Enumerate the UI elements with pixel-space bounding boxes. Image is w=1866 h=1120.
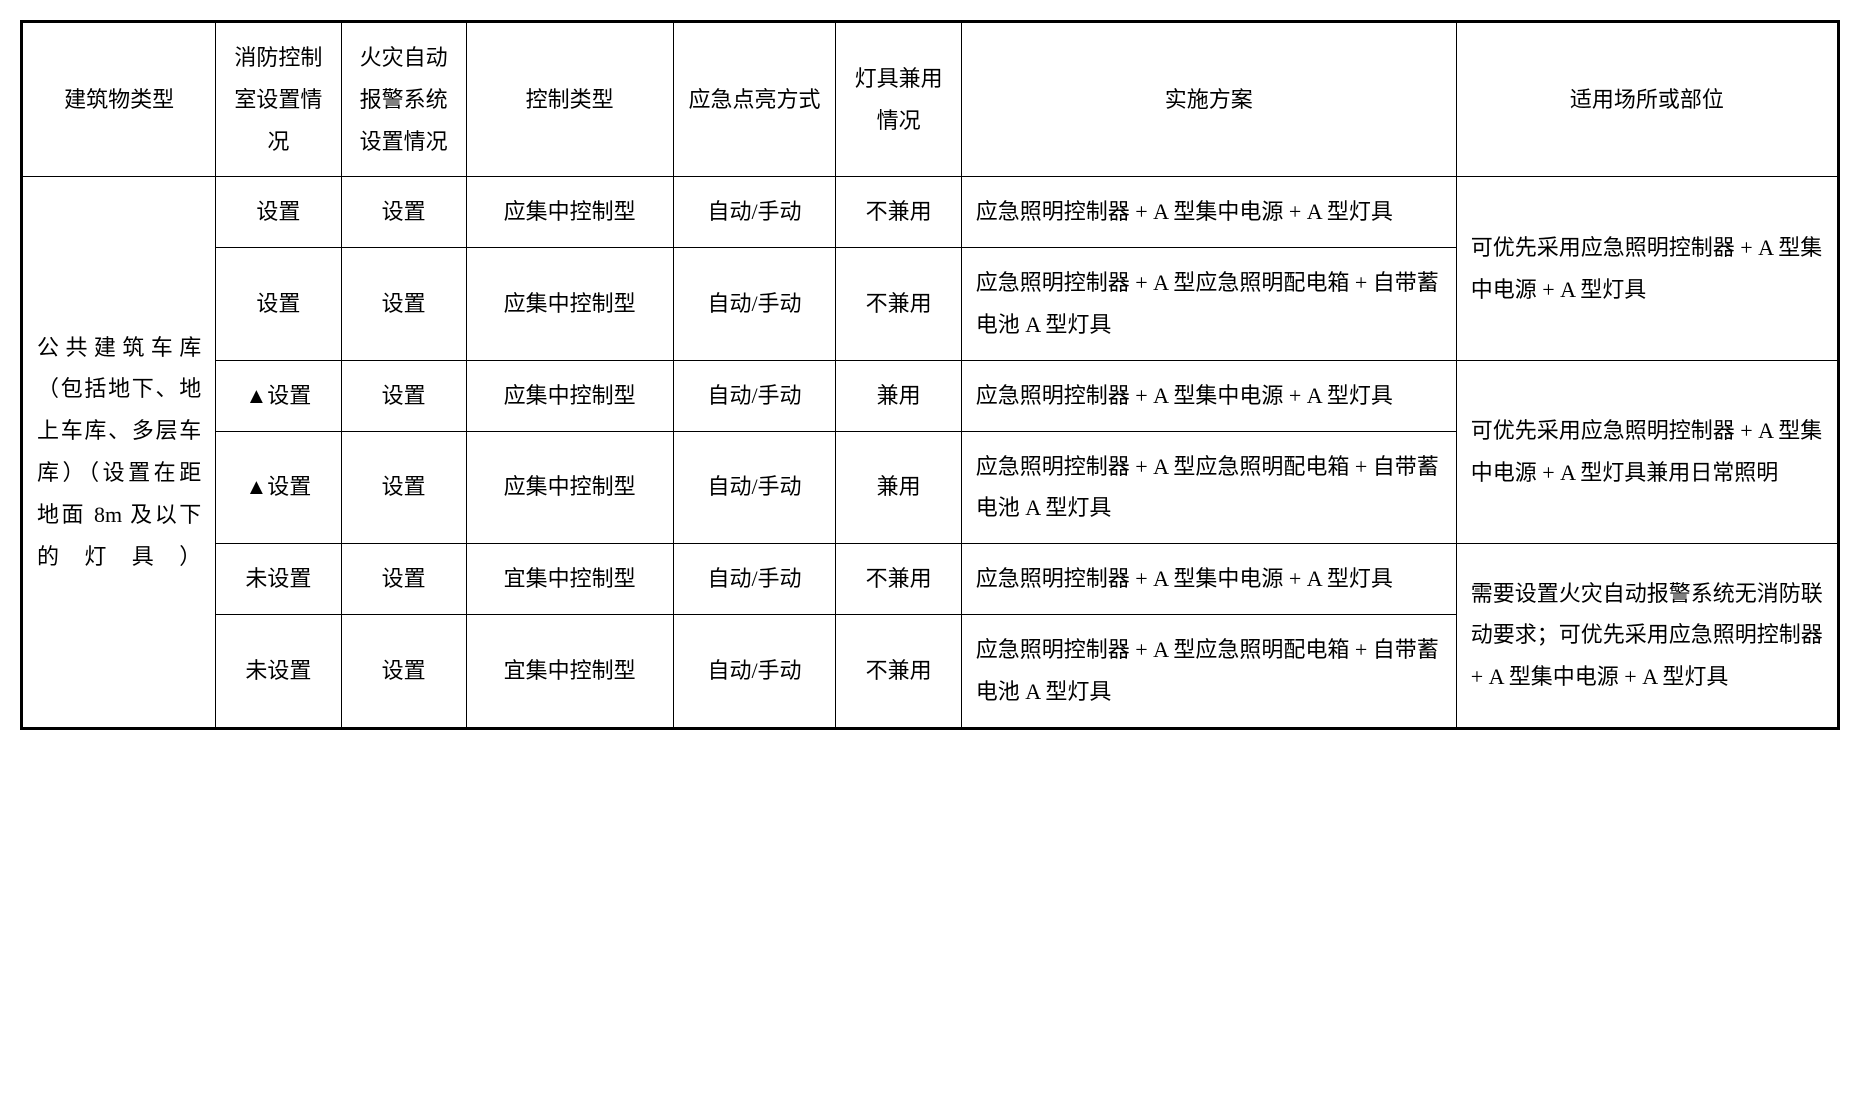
cell-control-type: 应集中控制型 (466, 360, 673, 431)
cell-alarm-system: 设置 (341, 360, 466, 431)
col-header-control-type: 控制类型 (466, 22, 673, 177)
cell-light-mode: 自动/手动 (673, 177, 836, 248)
cell-control-room: 设置 (216, 248, 341, 361)
col-header-scheme: 实施方案 (961, 22, 1456, 177)
cell-control-room: 未设置 (216, 544, 341, 615)
cell-scheme: 应急照明控制器 + A 型应急照明配电箱 + 自带蓄电池 A 型灯具 (961, 431, 1456, 544)
cell-control-type: 应集中控制型 (466, 248, 673, 361)
cell-control-room: ▲设置 (216, 431, 341, 544)
col-header-light-mode: 应急点亮方式 (673, 22, 836, 177)
cell-scope: 需要设置火灾自动报警系统无消防联动要求；可优先采用应急照明控制器 + A 型集中… (1456, 544, 1838, 728)
cell-light-mode: 自动/手动 (673, 544, 836, 615)
cell-control-room: 设置 (216, 177, 341, 248)
cell-control-room: 未设置 (216, 614, 341, 728)
table-header-row: 建筑物类型 消防控制室设置情况 火灾自动报警系统设置情况 控制类型 应急点亮方式… (22, 22, 1839, 177)
cell-light-mode: 自动/手动 (673, 248, 836, 361)
cell-alarm-system: 设置 (341, 431, 466, 544)
cell-scope: 可优先采用应急照明控制器 + A 型集中电源 + A 型灯具兼用日常照明 (1456, 360, 1838, 543)
cell-compat: 不兼用 (836, 177, 961, 248)
cell-compat: 兼用 (836, 360, 961, 431)
cell-alarm-system: 设置 (341, 177, 466, 248)
col-header-alarm-system: 火灾自动报警系统设置情况 (341, 22, 466, 177)
cell-scheme: 应急照明控制器 + A 型集中电源 + A 型灯具 (961, 544, 1456, 615)
table-row: 公共建筑车库（包括地下、地上车库、多层车库）（设置在距地面 8m 及以下的灯具）… (22, 177, 1839, 248)
cell-light-mode: 自动/手动 (673, 431, 836, 544)
cell-control-room: ▲设置 (216, 360, 341, 431)
cell-alarm-system: 设置 (341, 248, 466, 361)
cell-scheme: 应急照明控制器 + A 型集中电源 + A 型灯具 (961, 177, 1456, 248)
cell-alarm-system: 设置 (341, 614, 466, 728)
col-header-building-type: 建筑物类型 (22, 22, 216, 177)
cell-control-type: 应集中控制型 (466, 431, 673, 544)
cell-scheme: 应急照明控制器 + A 型集中电源 + A 型灯具 (961, 360, 1456, 431)
cell-control-type: 应集中控制型 (466, 177, 673, 248)
cell-light-mode: 自动/手动 (673, 614, 836, 728)
cell-building-type: 公共建筑车库（包括地下、地上车库、多层车库）（设置在距地面 8m 及以下的灯具） (22, 177, 216, 728)
cell-compat: 不兼用 (836, 248, 961, 361)
table-row: ▲设置 设置 应集中控制型 自动/手动 兼用 应急照明控制器 + A 型集中电源… (22, 360, 1839, 431)
emergency-lighting-table: 建筑物类型 消防控制室设置情况 火灾自动报警系统设置情况 控制类型 应急点亮方式… (20, 20, 1840, 730)
cell-light-mode: 自动/手动 (673, 360, 836, 431)
cell-scheme: 应急照明控制器 + A 型应急照明配电箱 + 自带蓄电池 A 型灯具 (961, 614, 1456, 728)
cell-scheme: 应急照明控制器 + A 型应急照明配电箱 + 自带蓄电池 A 型灯具 (961, 248, 1456, 361)
col-header-scope: 适用场所或部位 (1456, 22, 1838, 177)
cell-compat: 不兼用 (836, 544, 961, 615)
col-header-compat: 灯具兼用情况 (836, 22, 961, 177)
cell-scope: 可优先采用应急照明控制器 + A 型集中电源 + A 型灯具 (1456, 177, 1838, 360)
cell-alarm-system: 设置 (341, 544, 466, 615)
cell-control-type: 宜集中控制型 (466, 544, 673, 615)
col-header-control-room: 消防控制室设置情况 (216, 22, 341, 177)
table-row: 未设置 设置 宜集中控制型 自动/手动 不兼用 应急照明控制器 + A 型集中电… (22, 544, 1839, 615)
cell-compat: 不兼用 (836, 614, 961, 728)
cell-compat: 兼用 (836, 431, 961, 544)
cell-control-type: 宜集中控制型 (466, 614, 673, 728)
